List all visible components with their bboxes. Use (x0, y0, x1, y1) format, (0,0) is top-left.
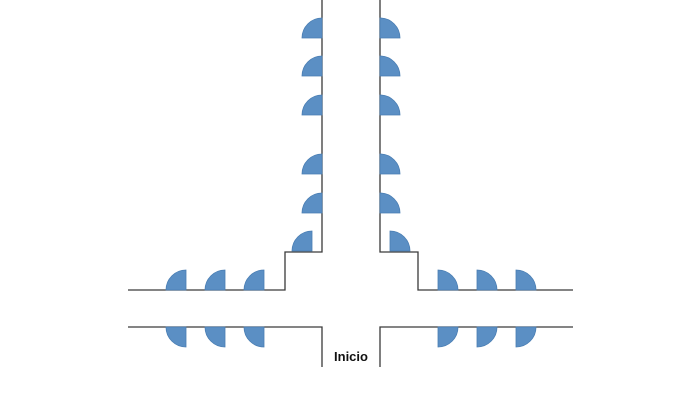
door-bottom-right-1 (437, 326, 459, 348)
door-top-right-2 (476, 269, 498, 291)
start-label: Inicio (334, 349, 368, 364)
door-bottom-left-1 (165, 326, 187, 348)
door-top-right-1 (437, 269, 459, 291)
doors (165, 17, 537, 348)
door-left-3 (301, 94, 323, 116)
door-left-4 (301, 153, 323, 175)
wall-bottom-right (379, 326, 573, 367)
door-left-5 (301, 192, 323, 214)
door-right-2 (379, 55, 401, 77)
door-top-left-3 (243, 269, 265, 291)
walls (128, 0, 573, 367)
door-left-6 (291, 230, 313, 252)
door-top-right-3 (515, 269, 537, 291)
door-top-left-2 (204, 269, 226, 291)
door-right-6 (389, 230, 411, 252)
door-left-1 (301, 17, 323, 39)
door-bottom-left-2 (204, 326, 226, 348)
door-right-5 (379, 192, 401, 214)
door-left-2 (301, 55, 323, 77)
wall-bottom-left (128, 326, 323, 367)
door-bottom-right-3 (515, 326, 537, 348)
door-right-3 (379, 94, 401, 116)
door-bottom-left-3 (243, 326, 265, 348)
door-top-left-1 (165, 269, 187, 291)
door-right-1 (379, 17, 401, 39)
door-bottom-right-2 (476, 326, 498, 348)
door-right-4 (379, 153, 401, 175)
